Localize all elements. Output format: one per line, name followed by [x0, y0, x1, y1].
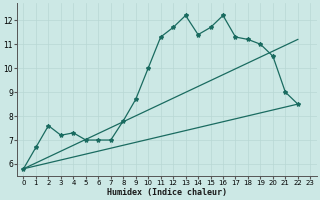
X-axis label: Humidex (Indice chaleur): Humidex (Indice chaleur) [107, 188, 227, 197]
